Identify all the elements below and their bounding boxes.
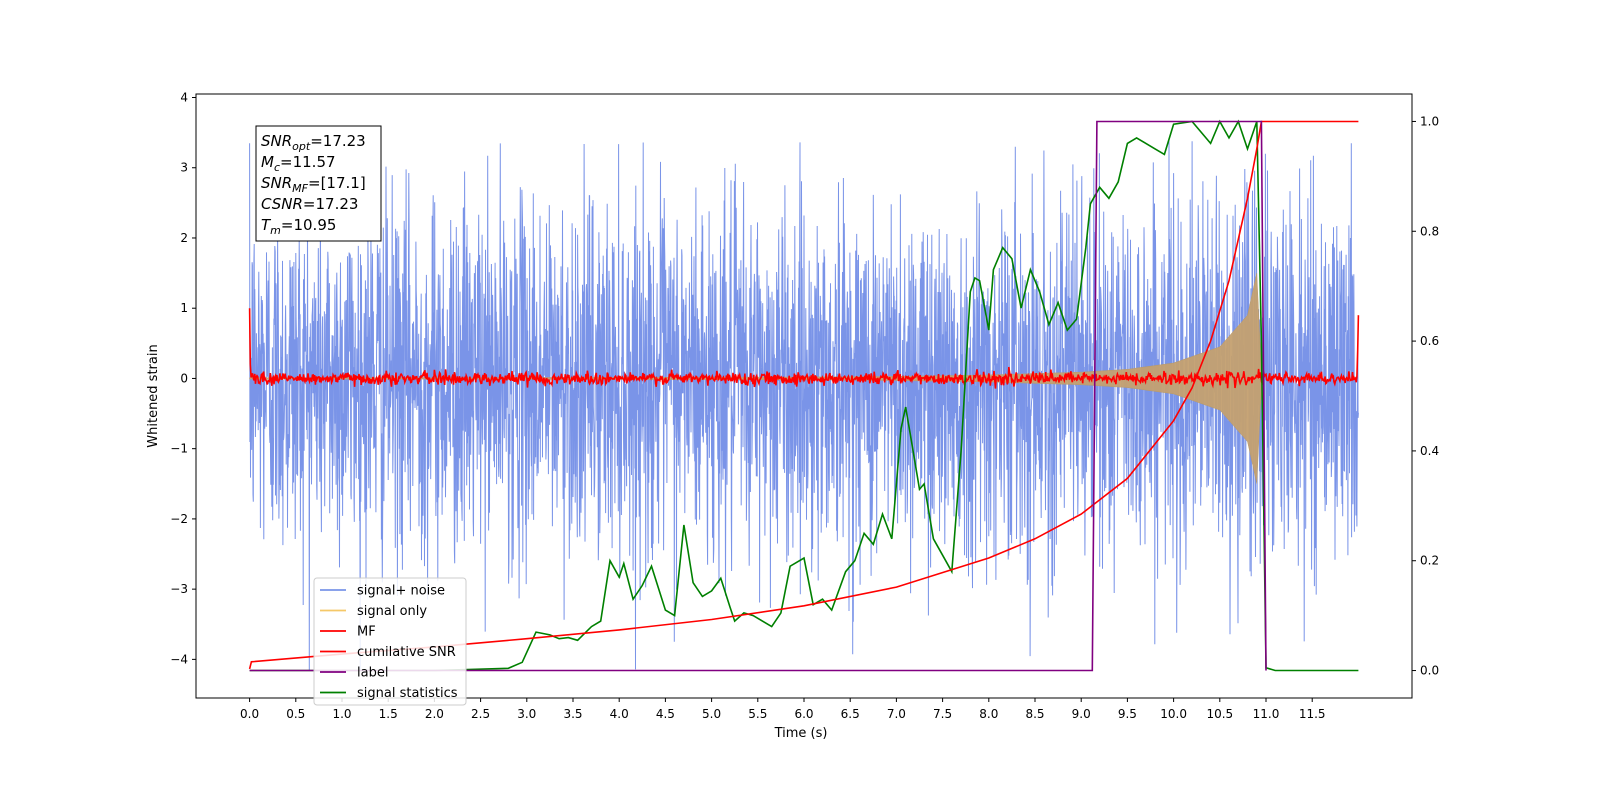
x-tick-label: 11.0 — [1253, 707, 1280, 721]
x-tick-label: 7.0 — [887, 707, 906, 721]
annotation-line: CSNR=17.23 — [261, 195, 358, 213]
y-tick-label: −1 — [170, 442, 188, 456]
y-tick-label: −3 — [170, 582, 188, 596]
x-tick-label: 6.0 — [794, 707, 813, 721]
legend-label: signal+ noise — [357, 584, 445, 599]
legend: signal+ noise signal only MF cumilative SNR… — [313, 577, 467, 706]
y-tick-label: 1 — [180, 301, 188, 315]
x-tick-label: 10.5 — [1206, 707, 1233, 721]
x-axis-label: Time (s) — [774, 726, 828, 741]
mf-line — [248, 308, 1360, 389]
y-right-tick-label: 0.8 — [1420, 224, 1439, 238]
x-tick-label: 2.0 — [425, 707, 444, 721]
y-tick-label: 3 — [180, 161, 188, 175]
signal-noise-line — [249, 139, 1359, 671]
x-tick-label: 2.5 — [471, 707, 490, 721]
x-tick-label: 4.5 — [656, 707, 675, 721]
x-tick-label: 11.5 — [1299, 707, 1326, 721]
x-tick-label: 6.5 — [841, 707, 860, 721]
x-tick-label: 8.5 — [1025, 707, 1044, 721]
stats-annotation: SNRopt=17.23Mc=11.57SNRMF=[17.1]CSNR=17.… — [255, 125, 382, 242]
annotation-line: Mc=11.57 — [261, 153, 336, 174]
y-axis-label: Whitened strain — [146, 344, 161, 447]
axes: 0.0 0.5 1.0 1.5 2.0 2.5 3.0 3.5 4.0 4.5 5.0 5.5 6.0 6… — [170, 91, 1439, 721]
x-tick-label: 9.0 — [1072, 707, 1091, 721]
x-tick-label: 10.0 — [1160, 707, 1187, 721]
legend-label: signal only — [357, 604, 427, 619]
legend-label: signal statistics — [357, 686, 458, 701]
legend-label: MF — [357, 625, 376, 640]
x-tick-label: 5.0 — [702, 707, 721, 721]
x-tick-label: 1.5 — [379, 707, 398, 721]
x-tick-label: 5.5 — [748, 707, 767, 721]
x-tick-label: 0.5 — [286, 707, 305, 721]
y-right-tick-label: 0.0 — [1420, 664, 1439, 678]
y-tick-label: 2 — [180, 231, 188, 245]
x-tick-label: 0.0 — [240, 707, 259, 721]
y-right-tick-label: 1.0 — [1420, 114, 1439, 128]
legend-box — [313, 577, 467, 706]
x-tick-label: 1.0 — [332, 707, 351, 721]
annotation-line: SNRopt=17.23 — [261, 132, 366, 153]
annotation-line: Tm=10.95 — [261, 216, 336, 237]
series-label — [249, 120, 1267, 672]
x-tick-label: 9.5 — [1118, 707, 1137, 721]
x-tick-label: 3.5 — [563, 707, 582, 721]
y-right-tick-label: 0.6 — [1420, 334, 1439, 348]
annotation-line: SNRMF=[17.1] — [261, 174, 366, 195]
legend-label: label — [357, 666, 388, 681]
x-tick-label: 7.5 — [933, 707, 952, 721]
x-tick-label: 4.0 — [610, 707, 629, 721]
x-tick-label: 3.0 — [517, 707, 536, 721]
annotation-box — [255, 125, 382, 242]
series-signal-noise — [249, 139, 1359, 671]
y-tick-label: −4 — [170, 652, 188, 666]
x-tick-label: 8.0 — [979, 707, 998, 721]
y-tick-label: −2 — [170, 512, 188, 526]
legend-label: cumilative SNR — [357, 645, 456, 660]
y-tick-label: 0 — [180, 371, 188, 385]
y-tick-label: 4 — [180, 91, 188, 105]
y-right-tick-label: 0.4 — [1420, 444, 1439, 458]
series-signal-statistics — [249, 119, 1359, 672]
series-mf — [248, 308, 1360, 389]
y-right-tick-label: 0.2 — [1420, 554, 1439, 568]
